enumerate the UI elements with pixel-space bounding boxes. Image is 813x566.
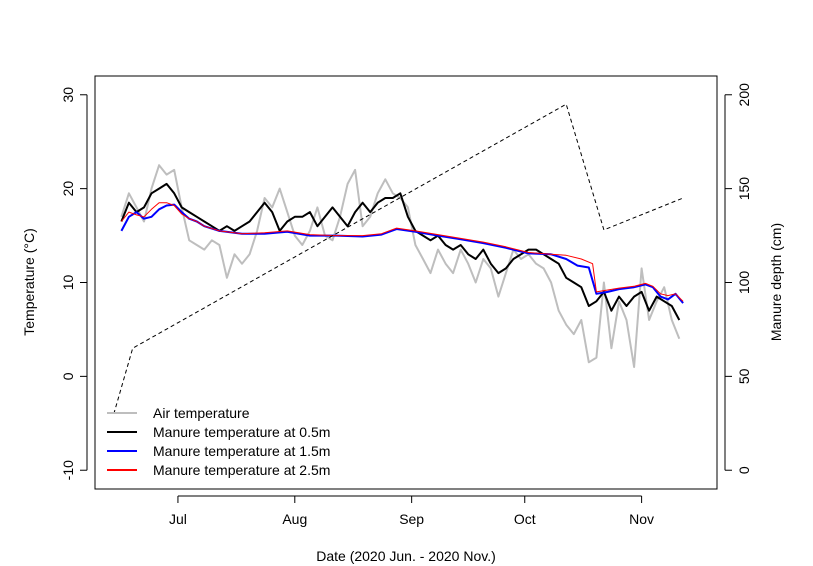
y-left-tick-label: 0: [60, 372, 76, 380]
series-manure-depth: [113, 103, 684, 415]
x-tick-label: Jul: [169, 511, 187, 527]
y-right-tick-label: 200: [736, 83, 752, 107]
legend-label-air-temperature: Air temperature: [153, 405, 250, 421]
legend-label-manure-temperature-at-1-5m: Manure temperature at 1.5m: [153, 443, 330, 459]
x-tick-label: Aug: [282, 511, 307, 527]
y-right-tick-label: 0: [736, 466, 752, 474]
x-tick-label: Oct: [514, 511, 536, 527]
y-left-tick-label: 20: [60, 181, 76, 197]
legend-label-manure-temperature-at-2-5m: Manure temperature at 2.5m: [153, 462, 330, 478]
series-manure-temperature-at-0-5m: [120, 182, 681, 321]
y-right-tick-label: 100: [736, 271, 752, 295]
y-right-tick-label: 150: [736, 177, 752, 201]
series-air-temperature: [120, 164, 681, 368]
y-left-tick-label: 10: [60, 275, 76, 291]
plot-frame: [94, 75, 718, 490]
y-axis-right-label: Manure depth (cm): [768, 223, 784, 341]
y-axis-left-label: Temperature (°C): [21, 228, 37, 336]
series-manure-temperature-at-1-5m: [120, 203, 684, 304]
x-tick-label: Nov: [629, 511, 654, 527]
series-layer: [113, 103, 684, 415]
x-tick-label: Sep: [399, 511, 424, 527]
axes-layer: Jul Aug Sep Oct Nov -10 0 10 20 30 0 50 100 150 200: [60, 83, 752, 527]
y-left-tick-label: -10: [60, 460, 76, 480]
y-right-tick-label: 50: [736, 368, 752, 384]
legend: Air temperature Manure temperature at 0.5…: [107, 405, 330, 478]
y-left-tick-label: 30: [60, 87, 76, 103]
series-manure-temperature-at-2-5m: [121, 202, 684, 302]
x-axis-label: Date (2020 Jun. - 2020 Nov.): [316, 548, 496, 564]
legend-label-manure-temperature-at-0-5m: Manure temperature at 0.5m: [153, 424, 330, 440]
